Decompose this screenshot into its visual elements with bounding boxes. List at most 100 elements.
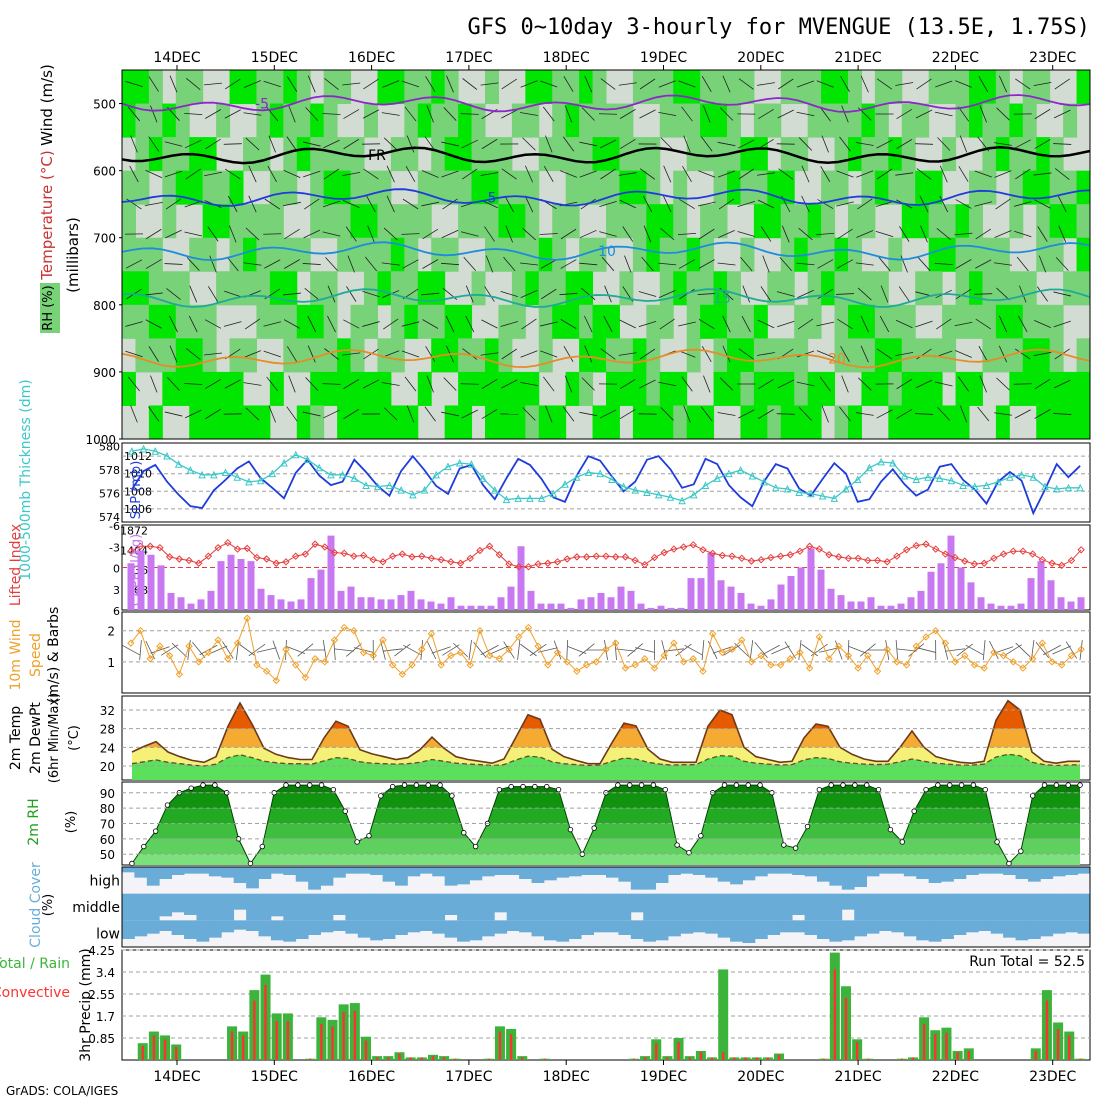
- wind-barb: [441, 411, 459, 417]
- rh-cell: [713, 338, 728, 373]
- wind-speed-marker: [456, 648, 465, 657]
- rh-cell: [753, 204, 768, 239]
- rh-marker: [472, 843, 479, 850]
- cloud-bar: [854, 867, 868, 887]
- wind-barb: [895, 319, 913, 329]
- rh-marker: [674, 842, 680, 848]
- cape-bar: [137, 550, 145, 610]
- wind-barb: [481, 319, 498, 329]
- rh-cell: [780, 170, 795, 205]
- wind-barb: [286, 406, 298, 422]
- rh-cell: [202, 204, 217, 239]
- wind-barb: [145, 319, 162, 329]
- cloud-bar: [1040, 920, 1054, 937]
- cloud-bar: [481, 920, 495, 937]
- cloud-bar: [531, 867, 545, 883]
- rh-cell: [511, 371, 526, 406]
- cloud-bar: [618, 920, 632, 935]
- wind-speed-marker: [738, 636, 746, 644]
- wind-barb: [717, 262, 736, 266]
- cloud-bar: [283, 867, 297, 875]
- precip-convective-bar: [833, 969, 837, 1060]
- rh-cell: [686, 405, 701, 440]
- cloud-bar: [419, 920, 433, 931]
- rh-cell: [1022, 137, 1037, 172]
- wind-barb: [327, 315, 336, 333]
- wind-speed-marker: [427, 630, 436, 638]
- thickness-marker: [795, 488, 803, 497]
- surface-wind-barb: [520, 643, 537, 657]
- wind-barb: [386, 195, 395, 213]
- dewpt-line: [131, 753, 1081, 767]
- wind-barb: [599, 409, 617, 419]
- li-marker: [854, 554, 862, 562]
- cloud-bar: [171, 867, 185, 875]
- wind-barb: [856, 230, 874, 238]
- rh-cell: [269, 237, 284, 272]
- rh-cell: [888, 304, 903, 339]
- wind-barb: [698, 259, 715, 269]
- li-tick: -3: [109, 541, 120, 554]
- wind-barb: [323, 409, 340, 419]
- rh-cell: [498, 304, 513, 339]
- cloud-bar: [370, 867, 384, 875]
- cloud-bar: [270, 920, 284, 941]
- cloud-bar: [953, 920, 967, 935]
- precip-convective-bar: [230, 1031, 234, 1060]
- wind-barb: [619, 378, 636, 390]
- cape-bar: [597, 593, 605, 610]
- wind-barb: [184, 112, 203, 116]
- wind-barb: [424, 406, 436, 422]
- wind-barb: [460, 231, 479, 237]
- rh-cell: [1009, 371, 1024, 406]
- date-label-bottom: 17DEC: [445, 1069, 492, 1085]
- rh-cell: [552, 237, 567, 272]
- wind-barb: [145, 259, 162, 269]
- rh-marker: [591, 825, 597, 831]
- cape-bar: [1017, 603, 1025, 610]
- surface-wind-barb: [238, 643, 256, 657]
- li-marker: [738, 554, 746, 562]
- wind-barb: [855, 412, 874, 416]
- wind-barb: [1058, 225, 1067, 243]
- wind-barb: [426, 105, 434, 123]
- wind-barb: [896, 378, 913, 390]
- rh-cell: [323, 137, 338, 172]
- rh-cell: [1022, 371, 1037, 406]
- li-marker: [418, 552, 426, 560]
- cape-bar: [937, 563, 945, 610]
- li-marker: [388, 552, 397, 560]
- wind-barb: [362, 321, 380, 327]
- wind-speed-marker: [951, 658, 959, 666]
- rh-cell: [471, 170, 486, 205]
- wind-barb: [224, 109, 241, 119]
- rh-cell: [686, 338, 701, 373]
- surface-wind-barb: [490, 645, 509, 655]
- wind-barb: [840, 345, 850, 363]
- li-marker: [699, 546, 707, 554]
- rh-cell: [256, 70, 271, 105]
- precip-convective-bar: [666, 1057, 669, 1060]
- pressure-tick-label: 500: [93, 98, 116, 112]
- wind-speed-marker: [204, 648, 213, 657]
- wind-barb: [994, 230, 1012, 238]
- wind-speed-marker: [660, 651, 668, 660]
- wind-barb: [283, 170, 301, 178]
- cape-bar: [727, 586, 735, 610]
- rh-cell: [310, 405, 325, 440]
- surface-wind-barb: [956, 643, 973, 657]
- rh-cell: [1063, 405, 1078, 440]
- rh-cell: [538, 70, 553, 105]
- wind-barb: [777, 379, 795, 389]
- isotherm-label: -5: [255, 97, 269, 113]
- wind-barb: [658, 80, 676, 88]
- rh-cell: [189, 170, 204, 205]
- isotherm-label: 10: [598, 244, 616, 260]
- wind-barb: [443, 377, 457, 391]
- precip-convective-bar: [855, 1041, 859, 1060]
- wind-barb: [797, 289, 814, 299]
- surface-wind-barb: [627, 643, 644, 657]
- wind-speed-line: [130, 616, 1082, 682]
- precip-convective-bar: [431, 1056, 435, 1060]
